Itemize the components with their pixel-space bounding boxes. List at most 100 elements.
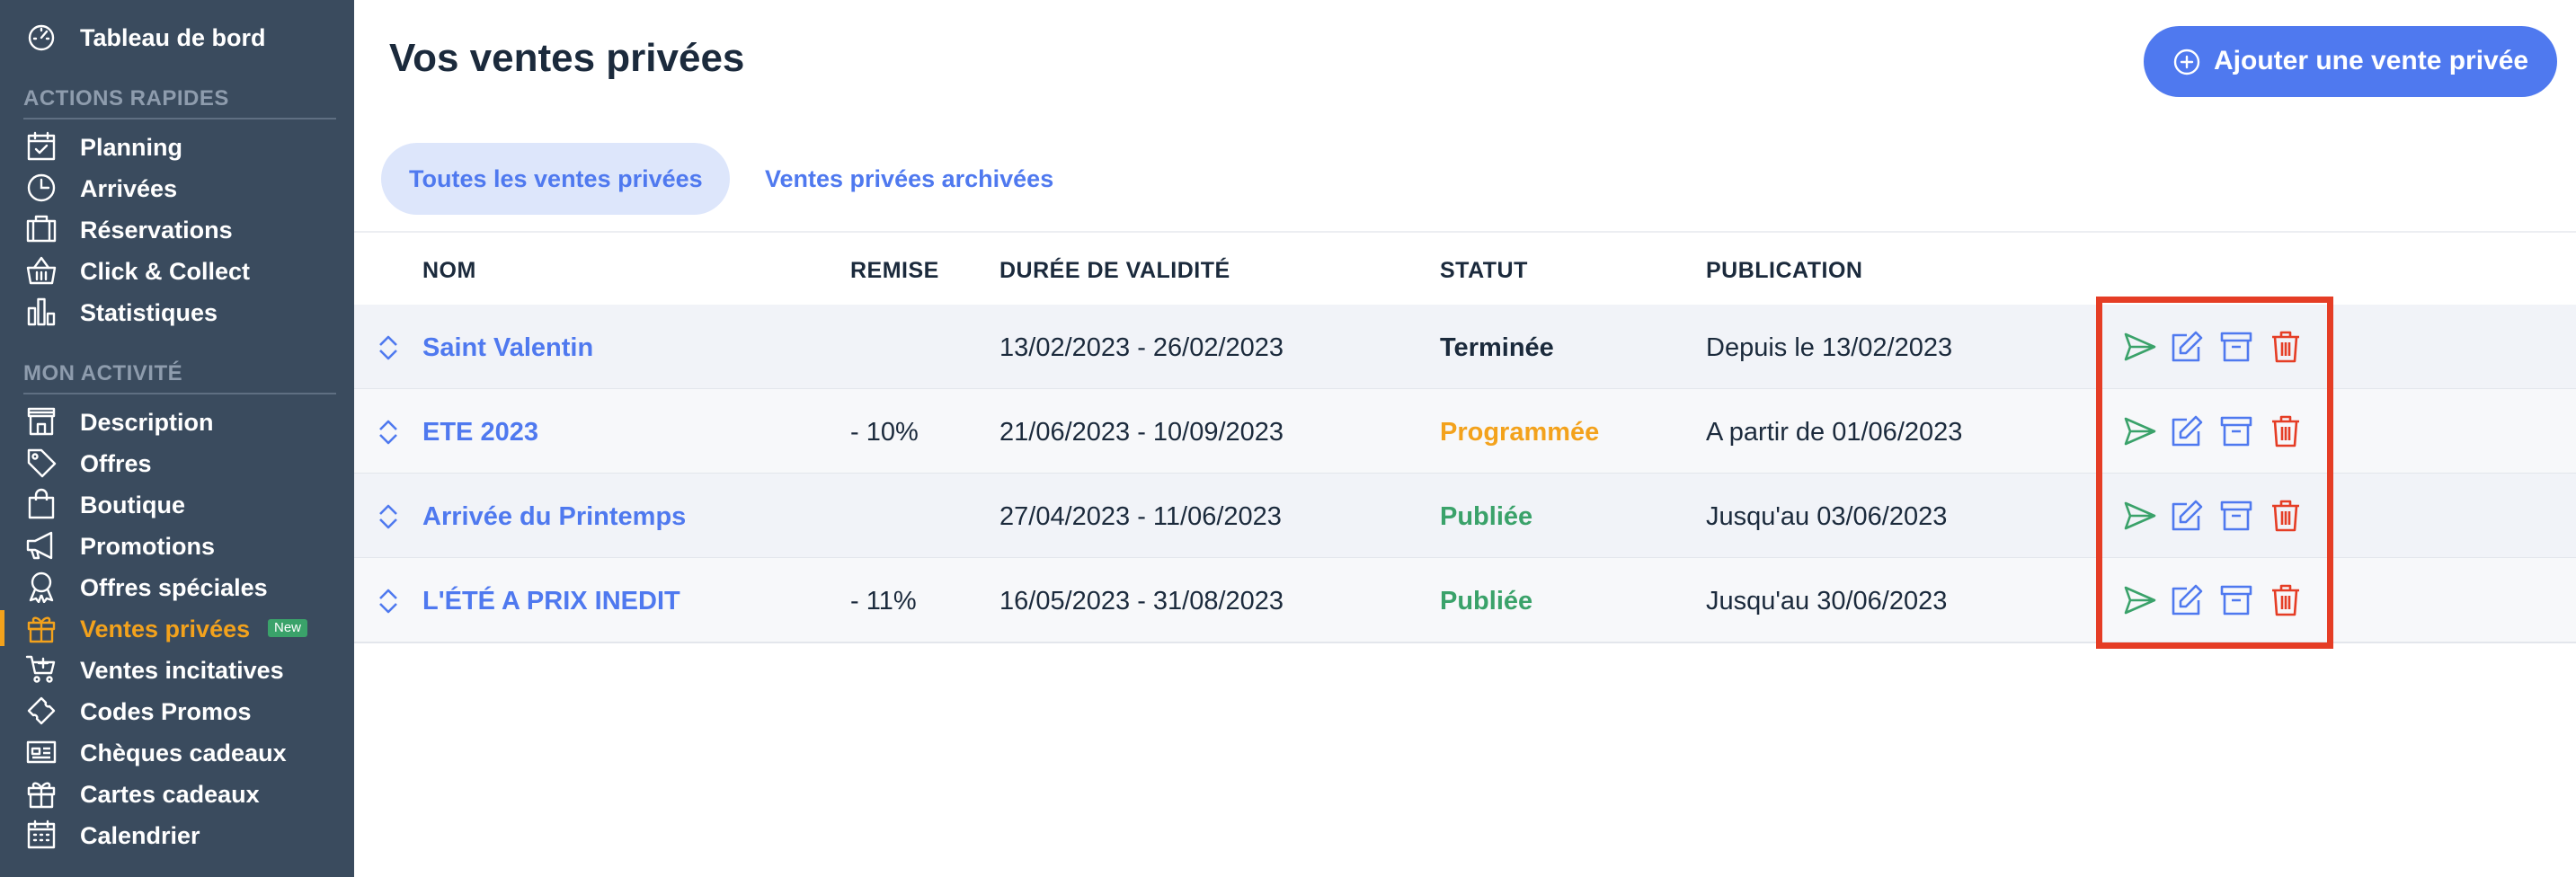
archive-icon[interactable] (2219, 330, 2253, 364)
drag-handle-icon[interactable] (376, 587, 401, 616)
sidebar-item-arrivees[interactable]: Arrivées (0, 170, 354, 206)
trash-icon[interactable] (2269, 499, 2303, 533)
sale-validity: 13/02/2023 - 26/02/2023 (999, 333, 1284, 362)
archive-icon[interactable] (2219, 499, 2253, 533)
sidebar-item-label: Arrivées (80, 175, 178, 202)
sidebar-item-label: Cartes cadeaux (80, 781, 260, 808)
send-icon[interactable] (2123, 583, 2157, 617)
edit-icon[interactable] (2169, 330, 2203, 364)
sidebar-item-label: Description (80, 409, 214, 436)
store-icon (25, 405, 58, 438)
sidebar-item-label: Ventes incitatives (80, 657, 284, 684)
trash-icon[interactable] (2269, 330, 2303, 364)
sidebar-item-cartes-cadeaux[interactable]: Cartes cadeaux (0, 775, 354, 811)
sidebar-item-reservations[interactable]: Réservations (0, 211, 354, 247)
tabs-divider (354, 231, 2576, 233)
megaphone-icon (25, 529, 58, 562)
sidebar-item-label: Promotions (80, 533, 216, 560)
drag-handle-icon[interactable] (376, 418, 401, 447)
sale-name-link[interactable]: ETE 2023 (422, 418, 538, 447)
edit-icon[interactable] (2169, 583, 2203, 617)
sidebar-item-planning[interactable]: Planning (0, 128, 354, 164)
sidebar-item-label: Réservations (80, 217, 233, 244)
sidebar-item-statistiques[interactable]: Statistiques (0, 294, 354, 330)
add-button-label: Ajouter une vente privée (2214, 46, 2529, 75)
basket-icon (25, 254, 58, 287)
sale-validity: 16/05/2023 - 31/08/2023 (999, 587, 1284, 616)
sale-discount: - 10% (850, 418, 919, 447)
sidebar-item-promotions[interactable]: Promotions (0, 527, 354, 563)
trash-icon[interactable] (2269, 414, 2303, 448)
status-badge: Terminée (1440, 333, 1554, 362)
sidebar-item-label: Ventes privées (80, 616, 251, 642)
divider (23, 393, 336, 394)
sale-name-link[interactable]: Arrivée du Printemps (422, 502, 687, 531)
sidebar-item-calendrier[interactable]: Calendrier (0, 817, 354, 853)
archive-icon[interactable] (2219, 414, 2253, 448)
sidebar-item-ventes-incitatives[interactable]: Ventes incitatives (0, 651, 354, 687)
plus-circle-icon (2172, 48, 2201, 76)
sidebar-item-dashboard[interactable]: Tableau de bord (0, 19, 354, 55)
sale-validity: 21/06/2023 - 10/09/2023 (999, 418, 1284, 447)
row-divider (354, 642, 2576, 643)
voucher-icon (25, 736, 58, 768)
sidebar-item-label: Offres spéciales (80, 574, 268, 601)
sidebar-item-label: Statistiques (80, 299, 218, 326)
sale-validity: 27/04/2023 - 11/06/2023 (999, 502, 1282, 531)
send-icon[interactable] (2123, 499, 2157, 533)
table-row: Arrivée du Printemps 27/04/2023 - 11/06/… (354, 474, 2576, 558)
calendar-icon (25, 819, 58, 851)
table-row: ETE 2023 - 10% 21/06/2023 - 10/09/2023 P… (354, 389, 2576, 474)
column-header-statut: STATUT (1440, 258, 1528, 283)
gauge-icon (25, 21, 58, 53)
tab-all-private-sales[interactable]: Toutes les ventes privées (381, 143, 730, 215)
table-row: L'ÉTÉ A PRIX INEDIT - 11% 16/05/2023 - 3… (354, 558, 2576, 642)
calendar-check-icon (25, 130, 58, 163)
tab-archived-private-sales[interactable]: Ventes privées archivées (765, 164, 1054, 192)
sale-publication: A partir de 01/06/2023 (1706, 418, 1963, 447)
section-my-activity: MON ACTIVITÉ (23, 361, 183, 385)
send-icon[interactable] (2123, 330, 2157, 364)
send-icon[interactable] (2123, 414, 2157, 448)
sale-name-link[interactable]: L'ÉTÉ A PRIX INEDIT (422, 587, 680, 616)
edit-icon[interactable] (2169, 499, 2203, 533)
status-badge: Publiée (1440, 587, 1533, 616)
sidebar-item-cheques-cadeaux[interactable]: Chèques cadeaux (0, 734, 354, 770)
clock-icon (25, 172, 58, 204)
actions-highlight-box (2096, 297, 2333, 649)
divider (23, 118, 336, 120)
sidebar-item-label: Click & Collect (80, 258, 251, 285)
column-header-nom: NOM (422, 258, 476, 283)
sidebar-item-offres-speciales[interactable]: Offres spéciales (0, 569, 354, 605)
column-header-remise: REMISE (850, 258, 939, 283)
sidebar-item-offres[interactable]: Offres (0, 445, 354, 481)
sidebar-item-description[interactable]: Description (0, 403, 354, 439)
add-private-sale-button[interactable]: Ajouter une vente privée (2144, 26, 2557, 97)
active-indicator (0, 610, 4, 646)
cart-plus-icon (25, 653, 58, 686)
sidebar-item-label: Tableau de bord (80, 24, 266, 51)
sale-publication: Jusqu'au 03/06/2023 (1706, 502, 1948, 531)
sale-publication: Jusqu'au 30/06/2023 (1706, 587, 1948, 616)
archive-icon[interactable] (2219, 583, 2253, 617)
status-badge: Publiée (1440, 502, 1533, 531)
sidebar: Tableau de bord ACTIONS RAPIDES Planning… (0, 0, 354, 877)
shopping-bag-icon (25, 488, 58, 520)
sale-publication: Depuis le 13/02/2023 (1706, 333, 1953, 362)
trash-icon[interactable] (2269, 583, 2303, 617)
sale-name-link[interactable]: Saint Valentin (422, 333, 594, 362)
bar-chart-icon (25, 296, 58, 328)
gift-card-icon (25, 777, 58, 810)
drag-handle-icon[interactable] (376, 502, 401, 531)
drag-handle-icon[interactable] (376, 333, 401, 362)
sidebar-item-ventes-privees[interactable]: Ventes privées New (0, 610, 354, 646)
sidebar-item-click-collect[interactable]: Click & Collect (0, 252, 354, 288)
sidebar-item-boutique[interactable]: Boutique (0, 486, 354, 522)
section-quick-actions: ACTIONS RAPIDES (23, 86, 229, 111)
column-header-duree: DURÉE DE VALIDITÉ (999, 258, 1230, 283)
edit-icon[interactable] (2169, 414, 2203, 448)
ticket-icon (25, 695, 58, 727)
gift-icon (25, 612, 58, 644)
sidebar-item-codes-promos[interactable]: Codes Promos (0, 693, 354, 729)
sale-discount: - 11% (850, 587, 917, 616)
